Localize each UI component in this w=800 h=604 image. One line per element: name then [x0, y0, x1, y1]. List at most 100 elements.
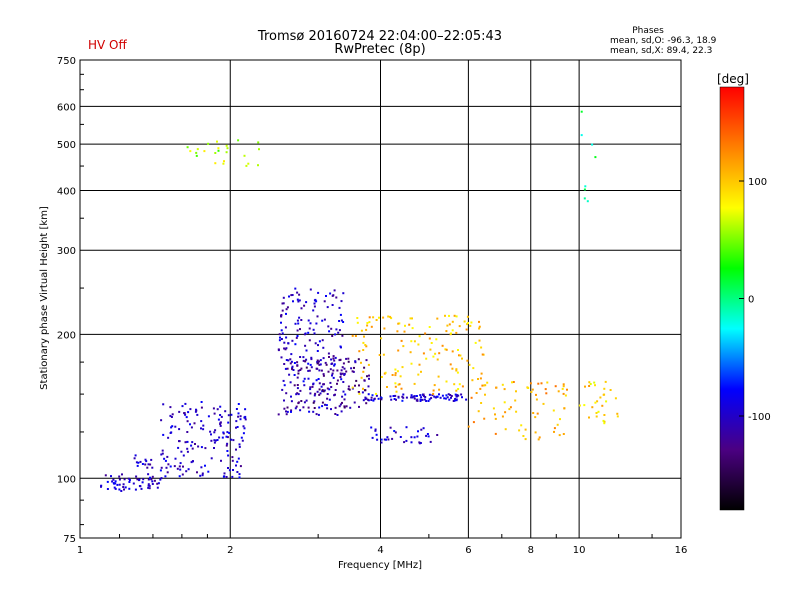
echo-point: [366, 324, 369, 327]
echo-point: [321, 319, 324, 322]
echo-point: [156, 482, 159, 485]
echo-point: [288, 295, 290, 298]
y-tick-label: 200: [57, 330, 76, 341]
echo-point: [182, 454, 185, 457]
echo-point: [441, 344, 444, 347]
echo-point: [313, 400, 316, 403]
echo-point: [456, 394, 458, 397]
echo-point: [258, 148, 260, 151]
echo-point: [466, 323, 469, 326]
x-tick-label: 8: [528, 545, 534, 556]
echo-point: [372, 316, 375, 319]
echo-point: [441, 394, 444, 397]
echo-point: [226, 436, 229, 439]
echo-point: [461, 385, 464, 388]
echo-point: [492, 407, 495, 410]
echo-point: [180, 450, 183, 453]
echo-point: [225, 144, 228, 147]
echo-point: [483, 384, 486, 387]
echo-point: [515, 390, 517, 393]
echo-point: [201, 474, 204, 477]
echo-point: [106, 488, 109, 490]
echo-point: [282, 379, 285, 382]
echo-point: [305, 349, 308, 352]
echo-point: [285, 308, 288, 311]
echo-point: [182, 465, 184, 468]
echo-point: [257, 164, 259, 167]
echo-point: [315, 367, 318, 370]
echo-point: [223, 160, 225, 163]
echo-point: [219, 405, 222, 408]
echo-point: [299, 328, 301, 331]
echo-point: [139, 460, 142, 463]
echo-point: [410, 362, 413, 365]
echo-point: [151, 466, 154, 469]
echo-point: [170, 426, 173, 429]
echo-point: [599, 396, 602, 399]
echo-point: [559, 418, 561, 421]
echo-point: [219, 423, 222, 425]
echo-point: [385, 438, 387, 441]
echo-point: [178, 440, 181, 443]
echo-point: [437, 375, 440, 378]
echo-point: [374, 428, 377, 431]
echo-point: [227, 467, 229, 469]
echo-point: [186, 447, 189, 450]
echo-point: [302, 359, 305, 362]
echo-point: [362, 349, 365, 351]
echo-point: [566, 388, 568, 391]
echo-point: [321, 339, 324, 342]
echo-point: [394, 382, 397, 385]
echo-point: [402, 345, 405, 348]
echo-point: [226, 450, 229, 452]
echo-point: [185, 470, 188, 473]
echo-point: [467, 322, 469, 324]
echo-point: [394, 372, 397, 375]
echo-point: [230, 413, 233, 416]
echo-point: [224, 410, 227, 413]
echo-point: [336, 382, 338, 385]
echo-point: [390, 317, 393, 320]
echo-point: [399, 375, 402, 378]
echo-point: [139, 485, 142, 488]
echo-point: [356, 317, 359, 319]
echo-point: [146, 466, 149, 469]
echo-point: [365, 328, 368, 331]
x-tick-label: 1: [77, 545, 83, 556]
echo-point: [350, 367, 353, 370]
echo-point: [451, 350, 454, 353]
echo-point: [167, 463, 170, 466]
echo-point: [340, 319, 343, 322]
phase-stats-x: mean, sd,X: 89.4, 22.3: [610, 46, 712, 56]
echo-point: [494, 413, 496, 416]
echo-point: [299, 389, 302, 392]
echo-point: [307, 331, 310, 334]
echo-point: [364, 398, 367, 401]
echo-point: [173, 465, 176, 468]
echo-point: [300, 400, 303, 402]
echo-point: [430, 397, 433, 400]
echo-point: [326, 393, 329, 395]
echo-point: [199, 474, 202, 477]
echo-point: [309, 322, 312, 325]
echo-point: [305, 301, 308, 304]
echo-point: [214, 152, 217, 154]
echo-point: [583, 404, 586, 407]
y-tick-label: 750: [57, 56, 76, 67]
echo-point: [304, 332, 307, 335]
echo-point: [387, 438, 390, 441]
echo-point: [278, 339, 281, 342]
x-tick-label: 16: [675, 545, 688, 556]
echo-point: [312, 309, 315, 312]
echo-point: [169, 414, 172, 417]
echo-point: [112, 478, 115, 481]
echo-point: [247, 162, 250, 165]
echo-point: [372, 399, 375, 402]
echo-point: [614, 397, 617, 400]
echo-point: [316, 359, 319, 362]
echo-point: [289, 362, 292, 365]
echo-point: [164, 475, 167, 478]
echo-point: [354, 360, 357, 363]
echo-point: [389, 315, 392, 318]
echo-point: [160, 419, 163, 422]
